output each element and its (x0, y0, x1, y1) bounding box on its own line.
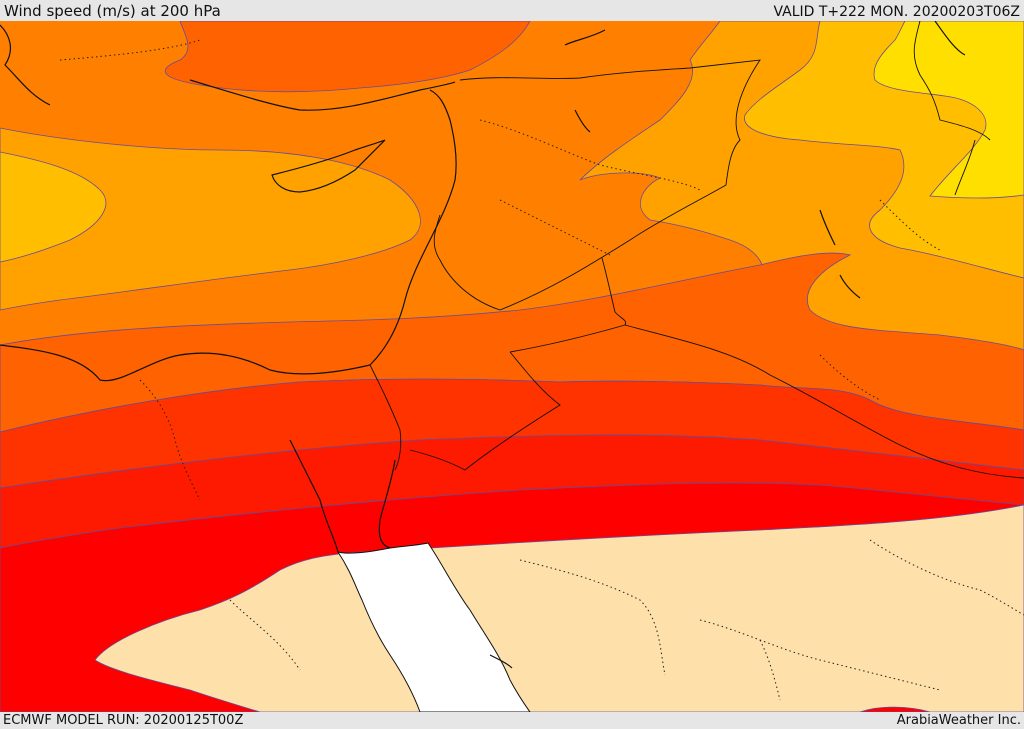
band-calm (94, 504, 1024, 712)
band-amber-left (0, 151, 107, 263)
band-darkred-blob (859, 706, 931, 712)
coastlines (0, 21, 966, 669)
sea-clipped (336, 542, 531, 712)
band-orangered-top (165, 21, 531, 93)
wind-speed-map[interactable] (0, 21, 1024, 712)
valid-time: VALID T+222 MON. 20200203T06Z (773, 4, 1020, 20)
brand-label: ArabiaWeather Inc. (896, 713, 1021, 728)
band-yellow-right (873, 21, 1024, 199)
model-run-label: ECMWF MODEL RUN: 20200125T00Z (3, 713, 244, 728)
footer-bar: ECMWF MODEL RUN: 20200125T00Z ArabiaWeat… (0, 712, 1024, 729)
admin-boundaries (59, 39, 1024, 701)
band-lightorange-left (0, 127, 421, 311)
header-bar: Wind speed (m/s) at 200 hPa VALID T+222 … (0, 0, 1024, 21)
map-title: Wind speed (m/s) at 200 hPa (4, 2, 221, 20)
borders (369, 21, 1024, 479)
